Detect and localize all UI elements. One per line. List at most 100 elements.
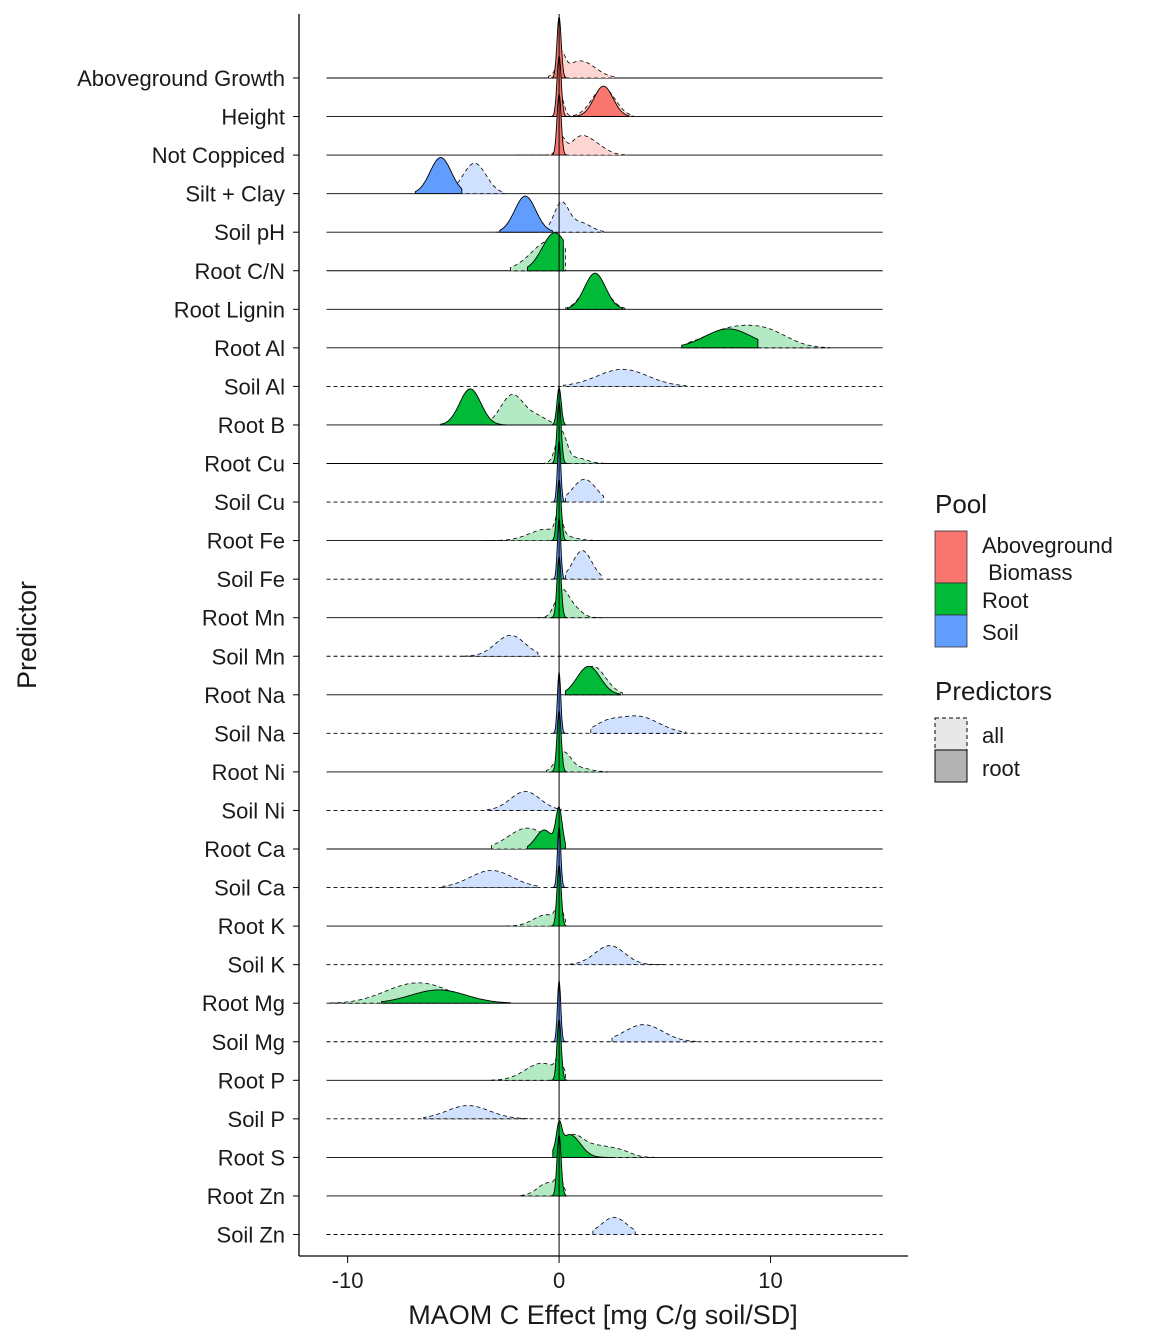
ridge-root-cu bbox=[326, 402, 883, 464]
density-all-soil-fe bbox=[565, 550, 602, 580]
density-all-soil-na bbox=[590, 715, 687, 734]
ridge-root-s bbox=[326, 1120, 883, 1158]
ridge-root-mg bbox=[326, 982, 883, 1004]
ridge-soil-k bbox=[326, 945, 883, 966]
legend-swatch-root-predictors bbox=[934, 749, 968, 783]
x-tick-label: -10 bbox=[332, 1268, 364, 1293]
y-tick-label: Soil K bbox=[228, 953, 286, 978]
y-axis-title: Predictor bbox=[12, 581, 42, 689]
density-all-soil-al bbox=[562, 368, 687, 387]
legend-swatch-soil bbox=[934, 614, 968, 648]
y-tick-label: Soil Ca bbox=[214, 876, 286, 901]
ridge-root-mn bbox=[326, 556, 883, 619]
y-tick-label: Soil pH bbox=[214, 220, 285, 245]
ridge-height bbox=[326, 55, 883, 118]
y-tick-label: Root B bbox=[218, 413, 285, 438]
y-tick-label: Soil P bbox=[228, 1107, 285, 1132]
y-tick-label: Soil Mn bbox=[212, 644, 285, 669]
y-tick-label: Root C/N bbox=[195, 259, 285, 284]
y-tick-label: Root Cu bbox=[204, 452, 285, 477]
density-root-root-c-n bbox=[526, 232, 564, 272]
legend-swatch-all bbox=[934, 717, 968, 751]
density-root-soil-ph bbox=[499, 195, 554, 233]
density-root-root-al bbox=[681, 328, 759, 349]
ridge-root-na bbox=[326, 665, 883, 696]
y-tick-label: Root Ca bbox=[204, 837, 285, 862]
ridge-soil-al bbox=[326, 368, 883, 387]
y-tick-label: Soil Fe bbox=[217, 567, 285, 592]
density-root-silt-clay bbox=[414, 157, 463, 195]
density-root-root-s bbox=[552, 1120, 612, 1158]
ridge-root-p bbox=[326, 1018, 883, 1081]
density-all-soil-p bbox=[423, 1105, 528, 1120]
ridges-layer bbox=[326, 16, 883, 1235]
ridge-root-al bbox=[326, 324, 883, 349]
ridge-root-zn bbox=[326, 1134, 883, 1197]
density-all-soil-zn bbox=[592, 1217, 636, 1235]
ridge-root-fe bbox=[326, 479, 883, 542]
y-tick-label: Soil Mg bbox=[212, 1030, 285, 1055]
legend-predictors-title: Predictors bbox=[935, 676, 1052, 706]
ridge-soil-p bbox=[326, 1105, 883, 1120]
y-tick-label: Root Na bbox=[204, 683, 285, 708]
legend-swatch-aboveground-biomass bbox=[934, 530, 968, 584]
y-tick-label: Aboveground Growth bbox=[77, 66, 285, 91]
legend-label-root-predictor: root bbox=[982, 756, 1020, 781]
density-root-root-lignin bbox=[567, 272, 623, 310]
legend-label-biomass: Biomass bbox=[982, 560, 1072, 585]
legend-label-all: all bbox=[982, 723, 1004, 748]
y-tick-label: Height bbox=[221, 105, 285, 130]
ridge-soil-ph bbox=[326, 195, 883, 233]
density-all-soil-ni bbox=[486, 791, 562, 811]
x-axis-title: MAOM C Effect [mg C/g soil/SD] bbox=[408, 1300, 798, 1330]
ridge-soil-ca bbox=[326, 826, 883, 888]
y-tick-label: Root Mg bbox=[202, 991, 285, 1016]
ridge-aboveground-growth bbox=[326, 16, 883, 79]
y-tick-label: Root S bbox=[218, 1145, 285, 1170]
density-all-soil-k bbox=[569, 945, 665, 965]
ridge-soil-ni bbox=[326, 791, 883, 811]
y-tick-label: Soil Na bbox=[214, 721, 286, 746]
legend-label-soil: Soil bbox=[982, 620, 1019, 645]
density-all-root-fe bbox=[485, 508, 602, 541]
ridge-root-k bbox=[326, 864, 883, 927]
density-all-not-coppiced bbox=[516, 135, 628, 156]
ridge-soil-zn bbox=[326, 1217, 883, 1235]
legend-label-aboveground: Aboveground bbox=[982, 533, 1113, 558]
ridge-root-b bbox=[326, 386, 883, 426]
y-tick-label: Root Ni bbox=[212, 760, 285, 785]
ridge-soil-fe bbox=[326, 517, 883, 580]
y-tick-label: Root Lignin bbox=[174, 297, 285, 322]
density-all-soil-mn bbox=[463, 635, 539, 657]
density-all-soil-ca bbox=[442, 870, 539, 888]
density-all-soil-mg bbox=[611, 1024, 697, 1043]
legend-pool-title: Pool bbox=[935, 489, 987, 519]
y-tick-label: Soil Ni bbox=[221, 798, 285, 823]
y-tick-label: Soil Al bbox=[224, 374, 285, 399]
y-tick-labels: Aboveground Growth Height Not Coppiced Silt… bbox=[77, 66, 299, 1248]
y-tick-label: Root Fe bbox=[207, 529, 285, 554]
ridge-soil-mn bbox=[326, 635, 883, 657]
density-root-root-b bbox=[440, 386, 566, 426]
density-all-root-p bbox=[491, 1054, 566, 1081]
ridge-root-lignin bbox=[326, 272, 883, 310]
y-tick-label: Root K bbox=[218, 914, 286, 939]
density-all-root-mn bbox=[537, 588, 602, 619]
y-tick-label: Soil Zn bbox=[217, 1223, 285, 1248]
legend-label-root: Root bbox=[982, 588, 1028, 613]
density-root-root-na bbox=[564, 665, 621, 696]
y-tick-label: Root Zn bbox=[207, 1184, 285, 1209]
y-tick-label: Soil Cu bbox=[214, 490, 285, 515]
x-ticks: -10 0 10 bbox=[332, 1256, 783, 1293]
y-tick-label: Not Coppiced bbox=[152, 143, 285, 168]
density-root-height bbox=[550, 55, 630, 117]
y-tick-label: Root P bbox=[218, 1068, 285, 1093]
ridge-root-c-n bbox=[326, 232, 883, 272]
x-tick-label: 0 bbox=[553, 1268, 565, 1293]
ridge-root-ca bbox=[326, 806, 883, 850]
density-all-root-cu bbox=[527, 430, 604, 464]
axes bbox=[298, 14, 908, 1257]
y-tick-label: Silt + Clay bbox=[185, 182, 285, 207]
x-tick-label: 10 bbox=[758, 1268, 782, 1293]
